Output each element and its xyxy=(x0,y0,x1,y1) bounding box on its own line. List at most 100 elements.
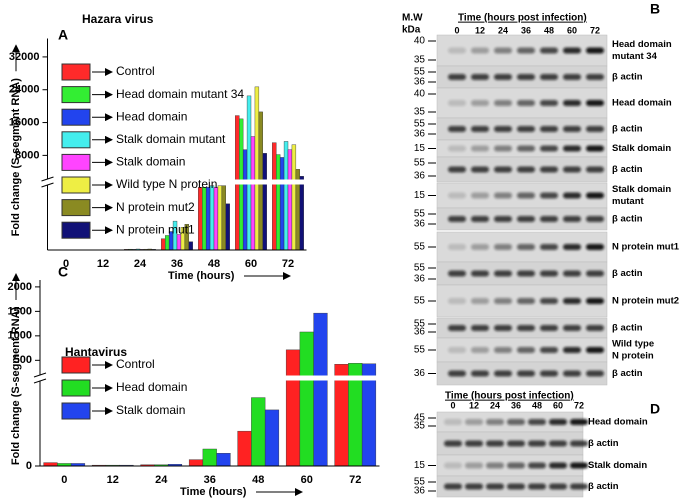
blot-band xyxy=(507,440,525,447)
blot-label: Stalk domain xyxy=(612,184,671,195)
blot-band xyxy=(507,462,525,469)
blot-band xyxy=(517,192,535,199)
mw-marker: 36 xyxy=(414,486,426,497)
y-tick-label: 500 xyxy=(14,354,32,366)
blot-band xyxy=(494,74,512,80)
legend-swatch xyxy=(61,108,91,126)
blot-band xyxy=(507,483,525,490)
chart-title: Hantavirus xyxy=(65,345,127,359)
y-tick-label: 1500 xyxy=(8,305,32,317)
blot-band xyxy=(494,145,512,152)
blot-band xyxy=(471,145,489,152)
time-label: 48 xyxy=(544,25,554,35)
x-tick-label: 24 xyxy=(134,258,147,270)
bar xyxy=(242,149,248,251)
legend-label: Stalk domain xyxy=(116,155,185,169)
blot-band xyxy=(448,47,466,54)
bar xyxy=(254,86,260,251)
bar xyxy=(237,430,252,467)
blot-band xyxy=(448,126,466,132)
axis-break-mark xyxy=(41,176,54,182)
legend-label: Wild type N protein xyxy=(116,177,217,191)
blot-band xyxy=(563,126,581,132)
blot-band xyxy=(549,419,567,425)
y-tick-label: 8000 xyxy=(15,149,39,161)
blot-label: β actin xyxy=(612,164,643,175)
x-tick-label: 36 xyxy=(171,258,183,270)
blot-band xyxy=(563,216,581,222)
mw-marker: 55 xyxy=(414,158,426,169)
blot-band xyxy=(494,325,512,331)
bar xyxy=(262,153,267,251)
blot-band xyxy=(494,192,512,199)
y-tick-label: 32000 xyxy=(9,51,40,63)
legend-swatch xyxy=(61,176,91,194)
blot-band xyxy=(444,483,462,490)
blot-band xyxy=(563,166,581,173)
blot-band xyxy=(494,216,512,222)
mw-marker: 55 xyxy=(414,477,426,488)
blot-label: N protein mut2 xyxy=(612,296,679,307)
x-tick-label: 0 xyxy=(63,258,69,270)
blot-band xyxy=(448,192,466,199)
legend-swatch xyxy=(61,221,91,239)
bar xyxy=(285,349,301,467)
bar xyxy=(283,141,289,251)
blot-band xyxy=(471,370,489,377)
blot-band xyxy=(563,145,581,152)
blot-band xyxy=(494,370,512,377)
y-tick-label: 1000 xyxy=(8,330,32,342)
blot-band xyxy=(448,166,466,173)
blot-band xyxy=(517,166,535,173)
blot-band xyxy=(448,270,466,277)
blot-band xyxy=(540,126,558,132)
blot-band xyxy=(494,347,512,353)
blot-band xyxy=(517,100,535,106)
blot-band xyxy=(563,47,581,54)
time-label: 36 xyxy=(511,400,521,410)
blot-band xyxy=(528,440,546,447)
blot-band xyxy=(586,145,604,152)
blot-band xyxy=(471,74,489,80)
blot-label: β actin xyxy=(612,214,643,225)
axis-break-mark xyxy=(33,372,47,378)
blot-band xyxy=(517,270,535,277)
blot-label: β actin xyxy=(612,368,643,379)
blot-band xyxy=(528,419,546,425)
blot-band xyxy=(540,166,558,173)
blot-band xyxy=(586,270,604,277)
blot-label: β actin xyxy=(588,481,619,492)
blot-label: Head domain xyxy=(588,417,648,428)
blot-label: Stalk domain xyxy=(588,460,647,471)
blot-band xyxy=(540,325,558,331)
mw-marker: 55 xyxy=(414,67,426,78)
blot-band xyxy=(540,47,558,54)
blot-band xyxy=(528,483,546,490)
blot-band xyxy=(448,216,466,222)
blot-band xyxy=(444,440,462,447)
legend-swatch xyxy=(61,153,91,171)
blot-band xyxy=(465,419,483,425)
bar xyxy=(202,187,207,251)
blot-band xyxy=(471,126,489,132)
y-axis-title: Fold change (S-segment RNA) xyxy=(10,78,22,237)
blot-band xyxy=(486,440,504,447)
blot-band xyxy=(517,298,535,304)
legend-label: N protein mut2 xyxy=(116,200,195,214)
x-tick-label: 36 xyxy=(204,474,216,486)
blot-band xyxy=(586,74,604,80)
blot-band xyxy=(471,347,489,353)
y-tick-label: 16000 xyxy=(9,116,40,128)
blot-band xyxy=(494,244,512,250)
bar xyxy=(188,459,204,467)
bar xyxy=(313,312,328,467)
blot-band xyxy=(549,483,567,490)
mw-marker: 55 xyxy=(414,119,426,130)
axis-break xyxy=(34,375,380,381)
bar xyxy=(202,448,217,467)
blot-band xyxy=(517,145,535,152)
y-axis-title: Fold change (S-segment RNA) xyxy=(10,307,22,466)
time-label: 12 xyxy=(475,25,485,35)
blot-band xyxy=(517,325,535,331)
bar xyxy=(272,142,277,251)
